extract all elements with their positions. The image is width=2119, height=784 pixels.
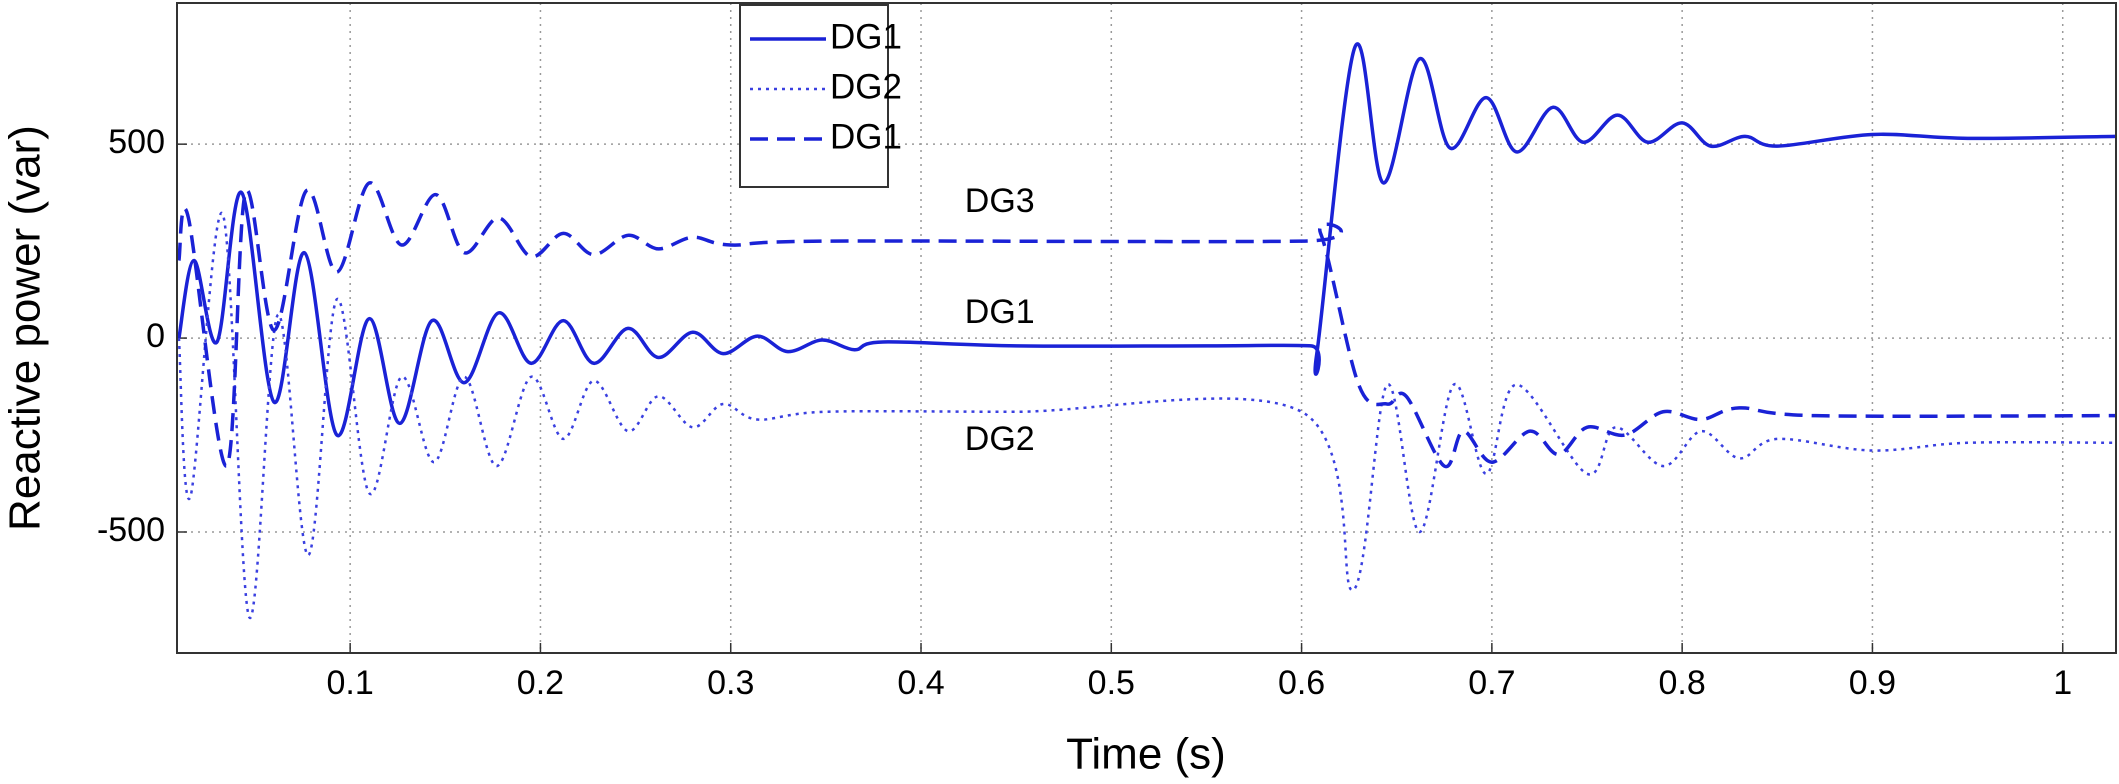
x-tick-label: 0.8: [1659, 664, 1706, 702]
legend-label: DG1: [830, 117, 902, 156]
x-axis-label: Time (s): [1066, 730, 1226, 779]
y-tick-label: 0: [146, 317, 165, 355]
legend-label: DG1: [830, 17, 902, 56]
legend-label: DG2: [830, 67, 902, 106]
y-tick-label: 500: [108, 123, 165, 161]
x-tick-label: 0.2: [517, 664, 564, 702]
x-tick-label: 0.4: [897, 664, 944, 702]
x-tick-label: 0.7: [1468, 664, 1515, 702]
x-tick-label: 0.5: [1088, 664, 1135, 702]
annotation: DG1: [965, 293, 1035, 331]
x-tick-label: 0.9: [1849, 664, 1896, 702]
legend-box: [739, 4, 889, 188]
y-tick-label: -500: [97, 511, 165, 549]
series-line: [177, 42, 2117, 438]
annotation: DG2: [965, 420, 1035, 458]
series-line: [177, 181, 2117, 469]
annotation: DG3: [965, 182, 1035, 220]
series-line: [177, 211, 2117, 619]
plot-frame: [176, 2, 2117, 654]
x-tick-label: 1: [2053, 664, 2072, 702]
x-tick-label: 0.1: [327, 664, 374, 702]
y-axis-label: Reactive power (var): [1, 125, 50, 531]
x-tick-label: 0.6: [1278, 664, 1325, 702]
x-tick-label: 0.3: [707, 664, 754, 702]
